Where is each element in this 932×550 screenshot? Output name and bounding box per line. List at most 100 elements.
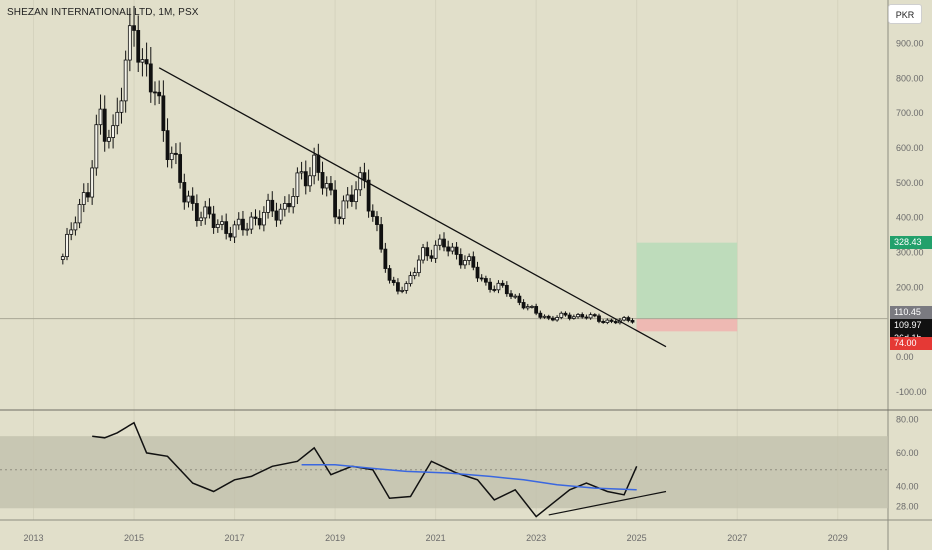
year-label: 2017 bbox=[225, 533, 245, 543]
candle-down bbox=[178, 154, 183, 183]
candle-up bbox=[186, 195, 191, 203]
candle-up bbox=[291, 196, 296, 208]
candle-up bbox=[513, 295, 518, 298]
candle-down bbox=[613, 321, 618, 324]
candle-down bbox=[425, 247, 430, 257]
price-tick-label: 900.00 bbox=[896, 38, 924, 48]
candle-down bbox=[479, 277, 484, 280]
candle-down bbox=[429, 255, 434, 259]
candle-up bbox=[236, 218, 241, 226]
candle-down bbox=[274, 210, 279, 221]
candle-down bbox=[241, 218, 245, 231]
candle-down bbox=[333, 189, 337, 218]
candle-up bbox=[622, 317, 627, 321]
candle-down bbox=[207, 206, 212, 215]
candle-down bbox=[509, 293, 513, 297]
candle-down bbox=[567, 314, 572, 319]
candle-down bbox=[182, 182, 187, 203]
candle-up bbox=[282, 203, 287, 210]
candle-down bbox=[228, 233, 233, 238]
candle-down bbox=[580, 314, 585, 318]
candle-down bbox=[454, 246, 459, 255]
candle-down bbox=[161, 95, 166, 132]
oscillator-tick-label: 60.00 bbox=[896, 448, 919, 458]
currency-button[interactable]: PKR bbox=[888, 4, 922, 24]
candle-up bbox=[111, 125, 115, 138]
candle-down bbox=[320, 172, 325, 189]
candle-down bbox=[194, 203, 199, 222]
candle-down bbox=[257, 218, 262, 226]
candle-up bbox=[576, 314, 580, 318]
candle-down bbox=[132, 25, 136, 31]
candle-up bbox=[433, 244, 438, 259]
candle-down bbox=[144, 59, 149, 65]
candle-down bbox=[597, 315, 601, 322]
year-label: 2027 bbox=[727, 533, 747, 543]
candle-down bbox=[563, 312, 568, 316]
candle-up bbox=[169, 152, 174, 161]
candle-down bbox=[601, 321, 606, 323]
candle-up bbox=[408, 275, 413, 285]
candle-up bbox=[60, 256, 65, 260]
price-tick-label: -100.00 bbox=[896, 387, 927, 397]
candle-up bbox=[463, 260, 467, 266]
candle-down bbox=[287, 203, 291, 208]
candle-up bbox=[220, 221, 224, 225]
candle-up bbox=[341, 200, 346, 219]
candle-up bbox=[245, 228, 250, 231]
candle-down bbox=[500, 282, 505, 286]
year-label: 2013 bbox=[23, 533, 43, 543]
candle-down bbox=[584, 316, 589, 319]
candle-up bbox=[295, 172, 300, 197]
candle-up bbox=[215, 223, 220, 228]
candle-down bbox=[534, 306, 539, 314]
candle-up bbox=[542, 315, 547, 318]
candle-up bbox=[437, 238, 442, 246]
candle-up bbox=[308, 175, 312, 187]
candle-down bbox=[626, 317, 631, 321]
oscillator-tick-label: 80.00 bbox=[896, 414, 919, 424]
candle-down bbox=[387, 268, 392, 281]
candle-up bbox=[412, 272, 417, 277]
candle-down bbox=[337, 216, 342, 219]
candle-up bbox=[404, 283, 409, 291]
candle-down bbox=[442, 238, 446, 248]
price-tick-label: 600.00 bbox=[896, 143, 924, 153]
candle-up bbox=[90, 167, 95, 198]
candle-down bbox=[190, 195, 195, 204]
year-label: 2029 bbox=[828, 533, 848, 543]
candle-up bbox=[571, 316, 576, 319]
candle-up bbox=[140, 59, 145, 63]
candle-up bbox=[559, 312, 564, 318]
candle-down bbox=[492, 289, 497, 291]
candle-down bbox=[488, 281, 492, 290]
candle-down bbox=[211, 213, 216, 228]
candle-down bbox=[592, 314, 597, 317]
candle-up bbox=[261, 211, 266, 226]
candle-up bbox=[421, 247, 425, 261]
candle-down bbox=[303, 171, 308, 187]
candle-up bbox=[400, 289, 405, 292]
loss-zone bbox=[636, 318, 738, 332]
candle-down bbox=[383, 248, 388, 269]
candle-up bbox=[496, 282, 501, 291]
oscillator-tick-label: 28.00 bbox=[896, 502, 919, 512]
candle-up bbox=[450, 246, 455, 252]
candle-up bbox=[416, 259, 421, 274]
candle-up bbox=[278, 208, 283, 221]
candle-down bbox=[86, 192, 90, 198]
candle-down bbox=[224, 221, 229, 234]
candle-down bbox=[370, 210, 375, 217]
stop-price-tag: 74.00 bbox=[890, 337, 932, 351]
year-label: 2023 bbox=[526, 533, 546, 543]
candle-down bbox=[165, 130, 170, 161]
candle-down bbox=[483, 278, 488, 283]
candle-down bbox=[396, 282, 400, 292]
candle-up bbox=[119, 100, 124, 113]
candle-down bbox=[475, 266, 480, 279]
year-label: 2015 bbox=[124, 533, 144, 543]
resistance-trendline bbox=[158, 67, 667, 348]
candle-up bbox=[266, 199, 270, 213]
candle-down bbox=[157, 91, 162, 97]
